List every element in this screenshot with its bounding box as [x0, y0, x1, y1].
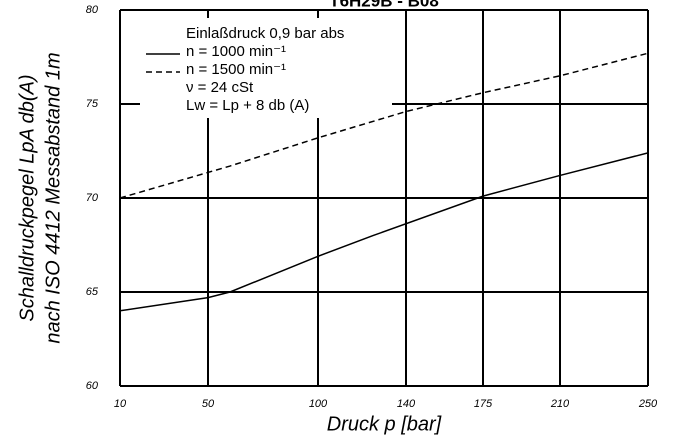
y-tick-label: 75	[86, 98, 99, 110]
x-tick-label: 140	[397, 398, 416, 410]
x-axis-label: Druck p [bar]	[327, 413, 442, 435]
line-series	[119, 152, 649, 312]
y-tick-label: 65	[86, 286, 99, 298]
x-tick-label: 100	[309, 398, 328, 410]
annotation: ν = 24 cSt	[186, 79, 254, 96]
y-axis-label: Schalldruckpegel LpA db(A)	[16, 74, 38, 321]
x-tick-label: 175	[474, 398, 493, 410]
chart-title: T6H29B - B08	[329, 0, 439, 10]
x-tick-label: 10	[114, 398, 127, 410]
x-tick-label: 210	[550, 398, 570, 410]
line-series	[119, 52, 649, 199]
y-tick-label: 80	[86, 4, 99, 16]
y-tick-label: 70	[86, 192, 99, 204]
y-tick-label: 60	[86, 380, 99, 392]
legend-box	[140, 18, 392, 118]
x-tick-label: 250	[638, 398, 658, 410]
legend-label: n = 1500 min⁻¹	[186, 61, 286, 78]
annotation: Lw = Lp + 8 db (A)	[186, 97, 309, 114]
x-tick-label: 50	[202, 398, 215, 410]
legend-label: n = 1000 min⁻¹	[186, 43, 286, 60]
y-axis-label: nach ISO 4412 Messabstand 1m	[42, 52, 64, 343]
annotation: Einlaßdruck 0,9 bar abs	[186, 25, 344, 42]
